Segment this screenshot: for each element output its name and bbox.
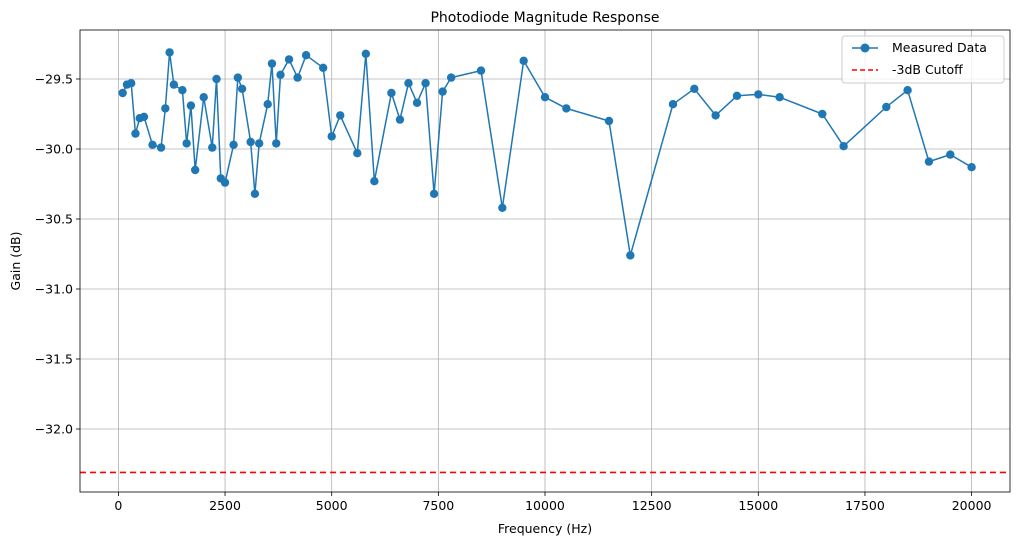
y-tick-label: −30.5 xyxy=(35,212,73,227)
measured-data-point xyxy=(327,132,336,141)
measured-data-point xyxy=(476,66,486,75)
measured-data-point xyxy=(903,86,912,95)
measured-data-point xyxy=(370,177,379,186)
x-tick-label: 7500 xyxy=(422,498,454,513)
x-tick-label: 15000 xyxy=(738,498,778,513)
measured-data-point xyxy=(318,63,328,72)
legend-box xyxy=(841,35,1005,84)
measured-data-point xyxy=(967,163,976,172)
x-tick-label: 2500 xyxy=(209,498,241,513)
measured-data-point xyxy=(190,165,200,175)
x-tick-label: 10000 xyxy=(525,498,565,513)
measured-data-point xyxy=(233,73,243,82)
measured-data-point xyxy=(131,129,140,138)
measured-data-point xyxy=(604,116,614,126)
measured-data-point xyxy=(254,139,264,148)
measured-data-point xyxy=(139,112,149,122)
measured-data-point xyxy=(404,79,413,88)
measured-data-point xyxy=(732,91,742,101)
measured-data-point xyxy=(276,70,285,80)
measured-data-point xyxy=(208,143,217,152)
legend-measured-marker xyxy=(860,43,870,53)
y-tick-label: −30.0 xyxy=(35,142,73,157)
measured-data-point xyxy=(668,100,678,109)
measured-data-point xyxy=(186,101,196,110)
measured-data-point xyxy=(353,149,362,158)
measured-data-point xyxy=(272,139,281,148)
measured-data-point xyxy=(395,115,405,124)
y-axis-label: Gain (dB) xyxy=(8,232,23,291)
measured-data-point xyxy=(882,102,891,112)
measured-data-point xyxy=(519,56,528,65)
measured-data-point xyxy=(284,55,294,64)
measured-data-point xyxy=(540,93,550,102)
measured-data-point xyxy=(775,93,784,102)
measured-data-point xyxy=(165,48,174,57)
measured-data-point xyxy=(361,49,371,58)
measured-data-point xyxy=(301,51,311,60)
measured-data-point xyxy=(250,189,260,198)
legend-cutoff-label: -3dB Cutoff xyxy=(892,62,963,77)
legend-measured-label: Measured Data xyxy=(892,40,987,55)
measured-data-point xyxy=(336,111,345,120)
measured-data-point xyxy=(237,84,247,94)
measured-data-point xyxy=(212,74,221,84)
x-tick-label: 17500 xyxy=(845,498,885,513)
measured-data-point xyxy=(293,73,302,82)
x-tick-label: 12500 xyxy=(632,498,672,513)
measured-data-point xyxy=(161,104,170,113)
measured-data-point xyxy=(562,104,571,113)
measured-data-point xyxy=(267,59,277,68)
measured-data-point xyxy=(818,109,827,119)
y-tick-label: −29.5 xyxy=(35,72,73,87)
measured-data-point xyxy=(498,203,507,212)
measured-data-point xyxy=(229,140,238,149)
measured-data-point xyxy=(626,251,635,260)
measured-data-point xyxy=(754,90,763,99)
legend: Measured Data -3dB Cutoff xyxy=(841,35,1005,84)
measured-data-point xyxy=(148,140,157,149)
measured-data-point xyxy=(438,87,447,96)
x-tick-label: 0 xyxy=(114,498,122,513)
y-axis-ticks: −29.5 −30.0 −30.5 −31.0 −31.5 −32.0 xyxy=(35,72,80,437)
measured-data-point xyxy=(421,79,430,88)
measured-data-point xyxy=(263,100,272,109)
chart-title: Photodiode Magnitude Response xyxy=(430,10,659,26)
x-tick-label: 20000 xyxy=(952,498,992,513)
measured-data-point xyxy=(429,189,439,198)
measured-data-point xyxy=(946,150,955,159)
x-axis-label: Frequency (Hz) xyxy=(498,521,592,536)
y-tick-label: −31.0 xyxy=(35,282,73,297)
x-tick-label: 5000 xyxy=(316,498,348,513)
measured-data-point xyxy=(169,80,179,89)
measured-data-point xyxy=(446,73,456,82)
measured-data-point xyxy=(839,142,848,151)
y-tick-label: −31.5 xyxy=(35,352,73,367)
measured-data-point xyxy=(924,157,934,166)
measured-data-point xyxy=(220,178,230,187)
data-series xyxy=(118,48,976,260)
y-tick-label: −32.0 xyxy=(35,422,73,437)
measured-data-point xyxy=(711,111,720,120)
x-axis-ticks: 0 2500 5000 7500 10000 12500 15000 17500 20000 xyxy=(114,492,992,513)
measured-data-point xyxy=(387,88,396,98)
measured-data-point xyxy=(690,84,699,94)
measured-data-point xyxy=(246,137,255,147)
measured-data-point xyxy=(182,139,191,148)
measured-data-point xyxy=(178,86,187,95)
measured-data-point xyxy=(199,93,208,102)
measured-data-point xyxy=(156,143,166,152)
measured-data-point xyxy=(412,98,422,108)
measured-data-point xyxy=(126,79,136,88)
measured-data-point xyxy=(118,88,127,98)
